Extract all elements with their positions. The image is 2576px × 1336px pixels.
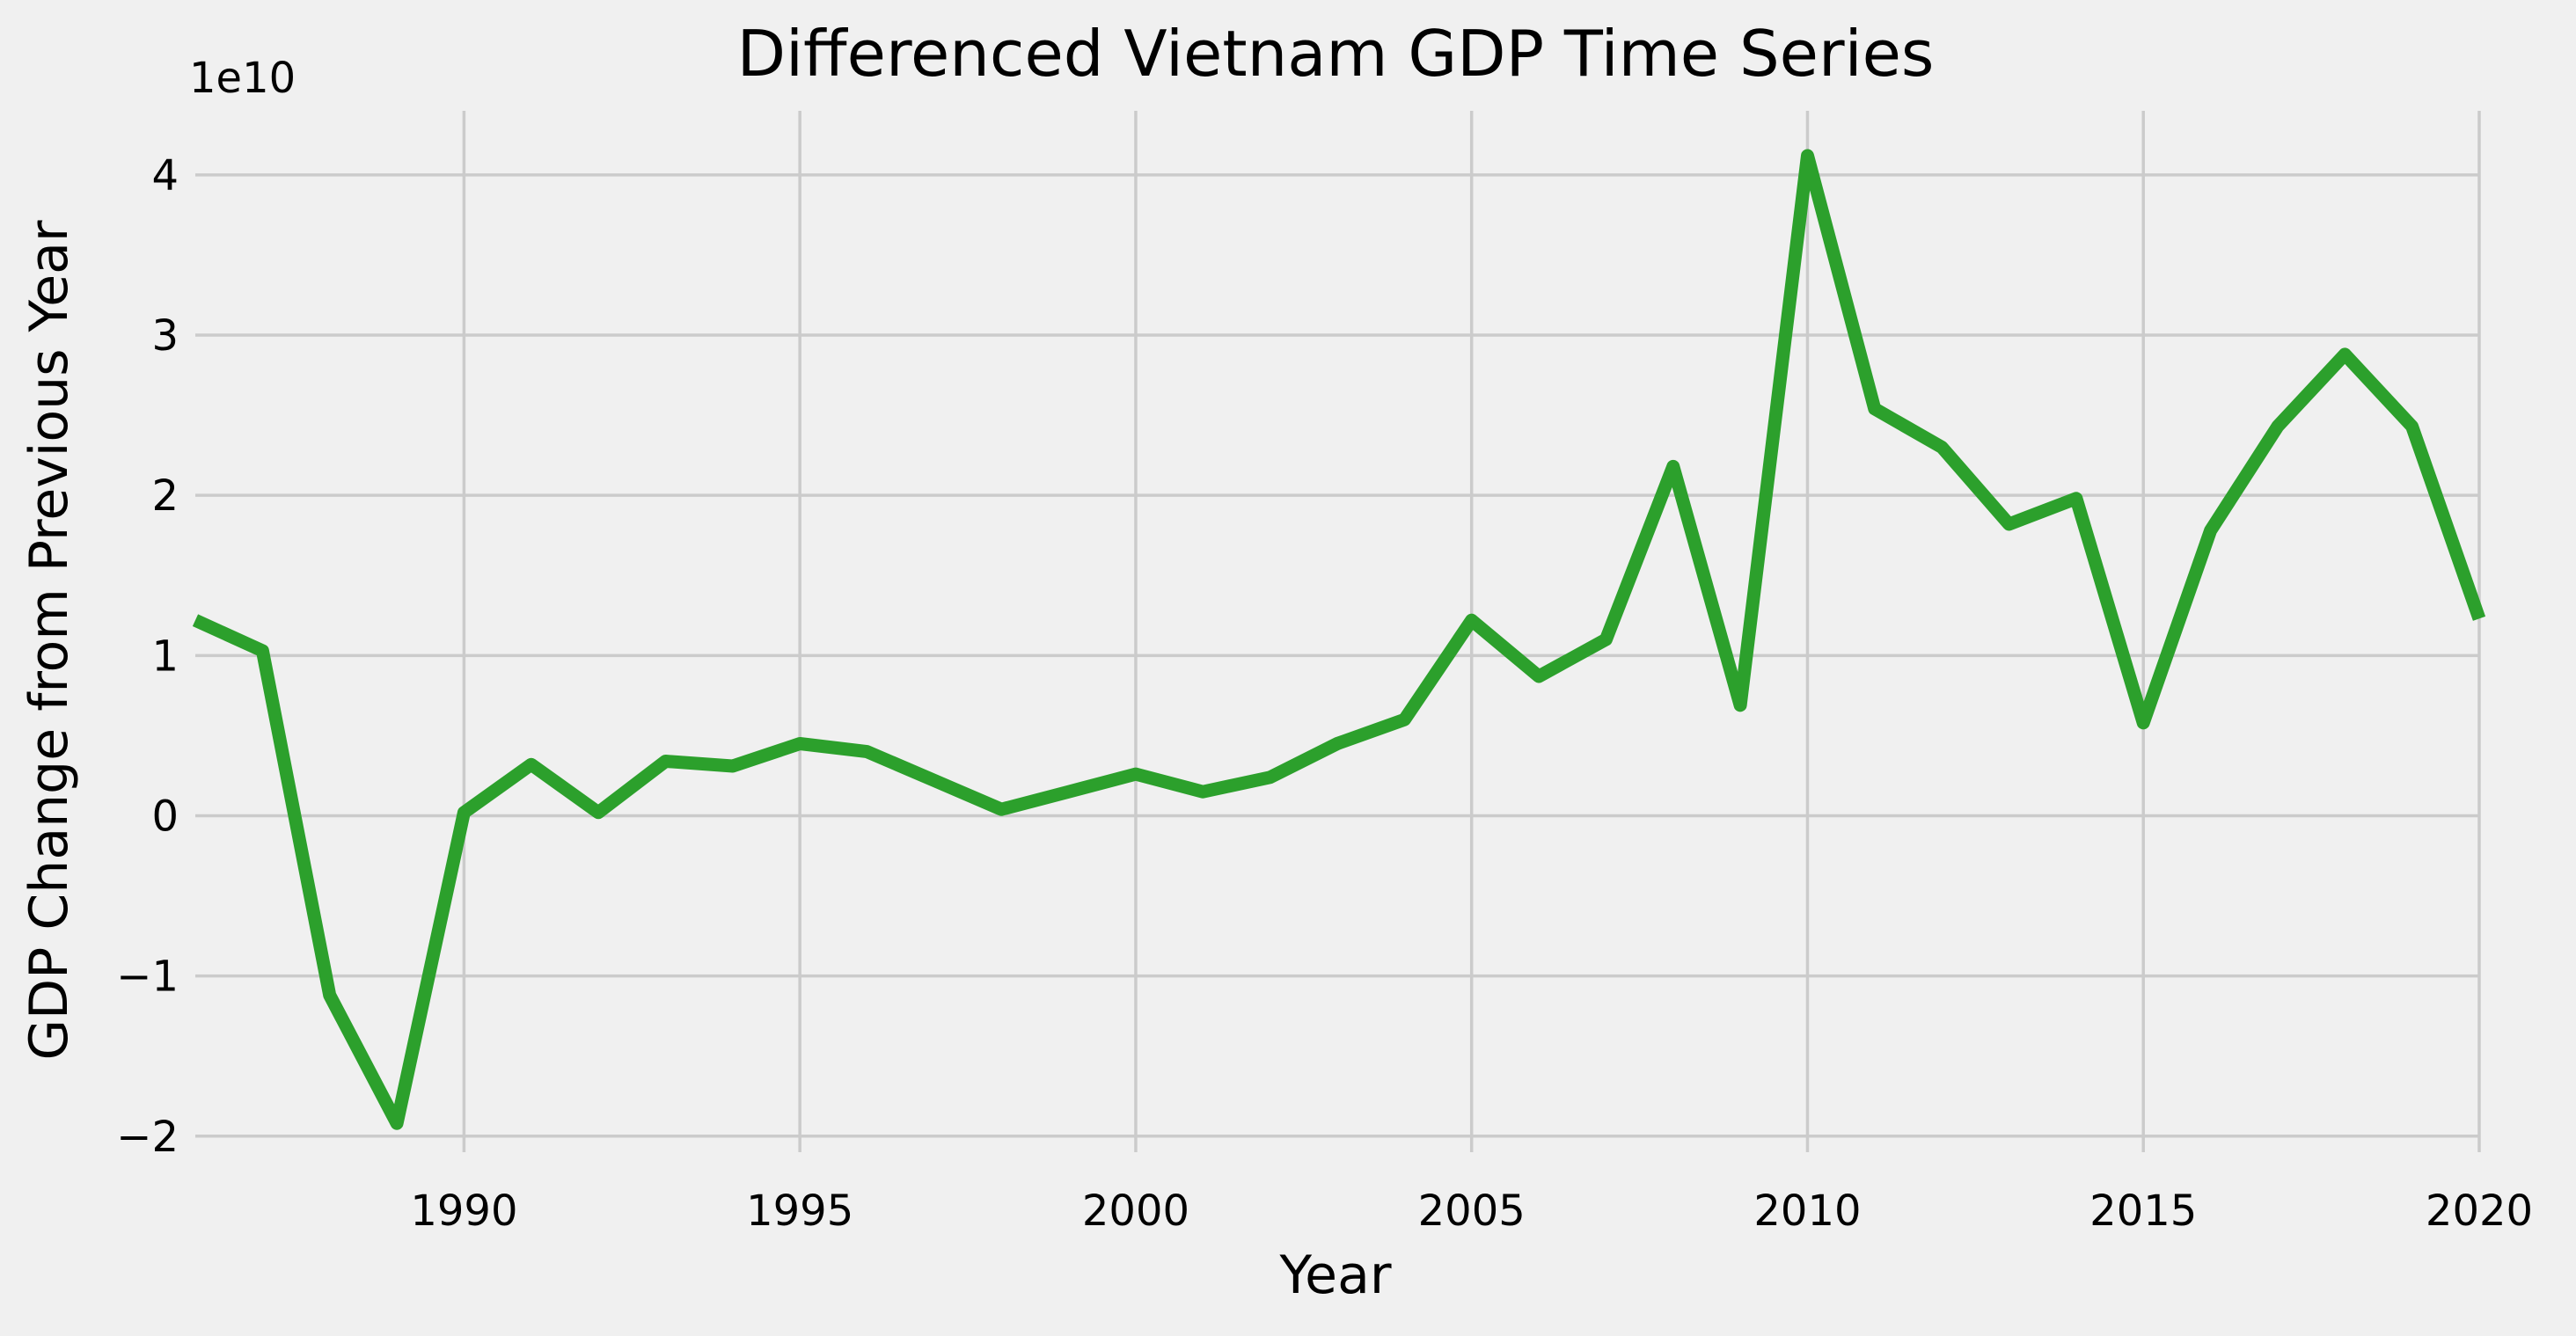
chart-title: Differenced Vietnam GDP Time Series [737,17,1935,91]
data-point [2009,523,2010,525]
data-point [1403,719,1405,720]
x-tick-label: 2000 [1082,1186,1189,1236]
data-point [396,1122,398,1124]
x-tick-label: 2020 [2426,1186,2533,1236]
data-point [1135,773,1137,775]
data-point [1874,408,1876,410]
data-point [1538,675,1540,677]
x-tick-label: 1990 [410,1186,517,1236]
y-tick-label: −1 [116,953,179,1002]
y-tick-labels: −2 −1 0 1 2 3 4 [116,151,179,1162]
data-point [1202,791,1204,792]
data-point [1672,465,1674,467]
data-point [463,812,465,814]
data-point [261,650,263,652]
data-point [867,751,868,753]
x-gridlines [462,111,2481,1152]
data-point [1739,705,1741,706]
series-line [192,149,2486,1130]
data-point [2344,354,2345,355]
y-tick-label: 2 [151,471,179,521]
data-point [2277,426,2279,427]
y-tick-label: 3 [151,311,179,361]
data-point [1068,791,1070,792]
data-point [732,765,734,767]
x-tick-labels: 1990 1995 2000 2005 2010 2015 2020 [410,1186,2533,1236]
y-tick-label: −2 [116,1113,179,1162]
data-point [194,619,196,621]
data-point [1000,808,1002,810]
x-tick-label: 2005 [1418,1186,1526,1236]
data-point [329,995,331,997]
data-point [933,779,935,781]
x-tick-label: 2015 [2089,1186,2197,1236]
y-tick-label: 0 [151,792,179,841]
data-point [2411,426,2413,427]
data-point [2142,722,2144,724]
data-point [1605,639,1606,640]
data-point [2075,498,2077,500]
data-point [597,812,599,814]
y-gridlines [195,173,2479,1138]
y-axis-offset-label: 1e10 [189,54,296,103]
data-point [1807,155,1809,157]
x-tick-label: 2010 [1753,1186,1861,1236]
data-point [2478,617,2480,619]
series-layer [192,149,2486,1130]
data-point [1471,619,1473,621]
y-tick-label: 1 [151,631,179,681]
data-point [665,761,667,763]
data-point [531,763,532,765]
data-point [799,743,801,745]
y-axis-label: GDP Change from Previous Year [18,220,80,1060]
y-tick-label: 4 [151,151,179,201]
data-point [1336,743,1338,745]
data-point [1941,447,1943,449]
data-point [2210,529,2212,531]
x-axis-label: Year [1278,1245,1391,1306]
x-tick-label: 1995 [746,1186,853,1236]
data-point [1270,777,1271,778]
